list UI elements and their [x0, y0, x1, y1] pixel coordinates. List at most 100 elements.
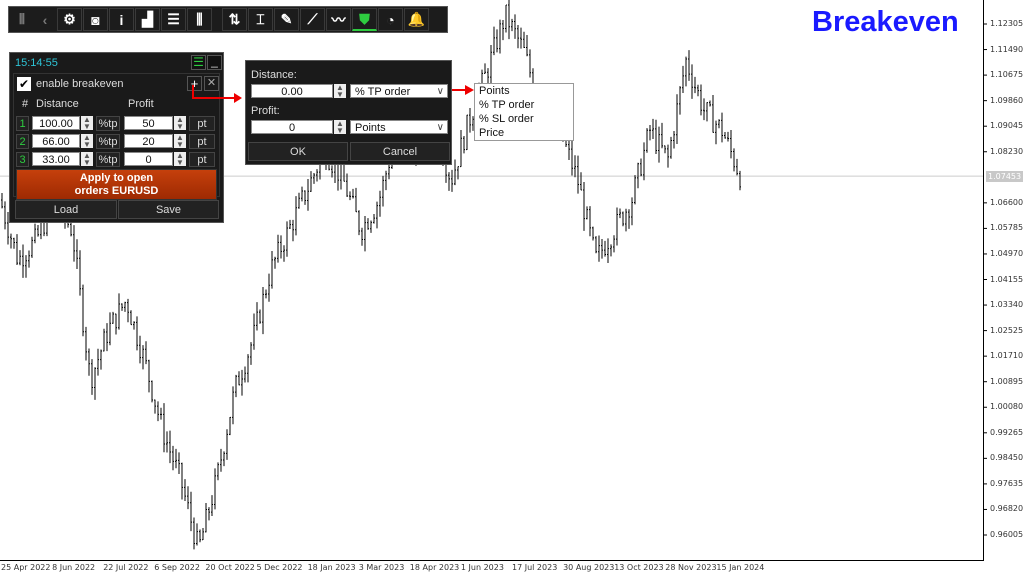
ohlc-bar: [676, 94, 678, 144]
ohlc-bar: [214, 468, 216, 510]
trend-line-2-icon[interactable]: 〰: [326, 8, 351, 31]
pie-chart-icon[interactable]: ◔: [378, 8, 403, 31]
ohlc-bar: [634, 175, 636, 205]
ohlc-bar: [235, 374, 237, 398]
profit-unit[interactable]: pt: [189, 152, 215, 167]
distance-spinner[interactable]: ▲ ▼: [334, 84, 346, 99]
bell-icon[interactable]: 🔔: [404, 8, 429, 31]
chevron-left-icon[interactable]: ‹: [34, 8, 56, 31]
ohlc-bar: [142, 345, 144, 370]
candles-icon[interactable]: ⫼: [187, 8, 212, 31]
profit-input[interactable]: 0: [251, 120, 333, 134]
list-icon[interactable]: ☰: [161, 8, 186, 31]
ohlc-bar: [604, 240, 606, 257]
i-beam-icon[interactable]: ⌶: [248, 8, 273, 31]
ohlc-bar: [190, 491, 192, 532]
close-icon[interactable]: ✕: [204, 76, 219, 91]
ohlc-bar: [691, 64, 693, 99]
ohlc-bar: [166, 431, 168, 453]
gear-icon[interactable]: ⚙: [57, 8, 82, 31]
profit-spinner[interactable]: ▲ ▼: [174, 134, 186, 149]
toolbar: ⦀ ‹ ⚙ ◙ i ▟ ☰ ⫼ ⇅ ⌶ ✎ ⟋ 〰 ⛊ ◔ 🔔: [8, 6, 448, 33]
camera-icon[interactable]: ◙: [83, 8, 108, 31]
distance-input[interactable]: 33.00: [32, 152, 80, 166]
dropdown-option[interactable]: Points: [479, 85, 510, 97]
minimize-icon[interactable]: _: [207, 55, 222, 70]
ohlc-bar: [583, 182, 585, 231]
ohlc-bar: [619, 208, 621, 219]
distance-unit[interactable]: %tp: [96, 152, 120, 167]
dropdown-option[interactable]: % SL order: [479, 113, 534, 125]
ohlc-bar: [589, 206, 591, 237]
swap-updown-icon[interactable]: ⇅: [222, 8, 247, 31]
menu-icon[interactable]: ☰: [191, 55, 206, 70]
profit-type-select[interactable]: Points ∨: [350, 120, 448, 134]
ok-button[interactable]: OK: [248, 142, 348, 161]
ohlc-bar: [331, 165, 333, 178]
ohlc-bar: [658, 126, 660, 163]
signal-bars-icon[interactable]: ▟: [135, 8, 160, 31]
distance-spinner[interactable]: ▲ ▼: [81, 152, 93, 167]
distance-spinner[interactable]: ▲ ▼: [81, 116, 93, 131]
load-button[interactable]: Load: [15, 200, 117, 219]
date-tick-label: 6 Sep 2022: [154, 563, 200, 572]
date-tick-label: 17 Jul 2023: [512, 563, 558, 572]
ohlc-bar: [379, 190, 381, 217]
distance-type-select[interactable]: % TP order ∨: [350, 84, 448, 98]
price-tick-label: 0.96005: [990, 530, 1024, 539]
ohlc-bar: [274, 256, 276, 269]
add-icon[interactable]: +: [187, 76, 202, 91]
distance-input[interactable]: 66.00: [32, 134, 80, 148]
distance-spinner[interactable]: ▲ ▼: [81, 134, 93, 149]
distance-unit[interactable]: %tp: [96, 134, 120, 149]
ohlc-bar: [679, 86, 681, 115]
profit-input[interactable]: 50: [124, 116, 173, 130]
profit-input[interactable]: 0: [124, 152, 173, 166]
ohlc-bar: [286, 221, 288, 257]
price-tick-label: 1.00080: [990, 402, 1024, 412]
ohlc-bar: [181, 462, 183, 500]
ohlc-bar: [4, 201, 6, 230]
profit-spinner[interactable]: ▲ ▼: [174, 116, 186, 131]
price-tick-label: 1.01710: [990, 351, 1024, 361]
ohlc-bar: [28, 250, 30, 268]
date-tick-label: 28 Nov 2023: [665, 563, 717, 572]
enable-label: enable breakeven: [36, 78, 124, 90]
ohlc-bar: [637, 162, 639, 189]
ohlc-bar: [721, 112, 723, 143]
ohlc-bar: [298, 192, 300, 209]
dropdown-option[interactable]: % TP order: [479, 99, 535, 111]
shield-icon[interactable]: ⛊: [352, 8, 377, 31]
ohlc-bar: [448, 172, 450, 191]
distance-unit[interactable]: %tp: [96, 116, 120, 131]
ohlc-bar: [172, 445, 174, 471]
trend-line-icon[interactable]: ⟋: [300, 8, 325, 31]
profit-spinner[interactable]: ▲ ▼: [174, 152, 186, 167]
ohlc-bar: [10, 233, 12, 249]
ohlc-bar: [355, 187, 357, 213]
enable-checkbox[interactable]: ✔: [17, 77, 31, 91]
profit-spinner[interactable]: ▲ ▼: [334, 120, 346, 135]
date-tick-label: 22 Jul 2022: [103, 563, 149, 572]
ohlc-bar: [601, 238, 603, 259]
info-icon[interactable]: i: [109, 8, 134, 31]
ohlc-bar: [22, 244, 24, 278]
profit-unit[interactable]: pt: [189, 116, 215, 131]
profit-unit[interactable]: pt: [189, 134, 215, 149]
profit-input[interactable]: 20: [124, 134, 173, 148]
distance-input[interactable]: 0.00: [251, 84, 333, 98]
distance-input[interactable]: 100.00: [32, 116, 80, 130]
ohlc-bar: [19, 250, 21, 266]
price-tick-label: 1.08230: [990, 146, 1024, 156]
price-tick-label: 0.96820: [990, 504, 1024, 514]
ohlc-bar: [667, 144, 669, 168]
breakeven-panel: 15:14:55 ☰ _ ✔ enable breakeven + ✕ # Di…: [9, 52, 224, 223]
save-button[interactable]: Save: [118, 200, 219, 219]
ohlc-bar: [277, 234, 279, 263]
dropdown-option[interactable]: Price: [479, 127, 505, 139]
ohlc-bar: [160, 407, 162, 420]
ohlc-bar: [463, 135, 465, 154]
apply-button[interactable]: Apply to open orders EURUSD: [16, 169, 217, 200]
edit-doc-icon[interactable]: ✎: [274, 8, 299, 31]
cancel-button[interactable]: Cancel: [350, 142, 450, 161]
